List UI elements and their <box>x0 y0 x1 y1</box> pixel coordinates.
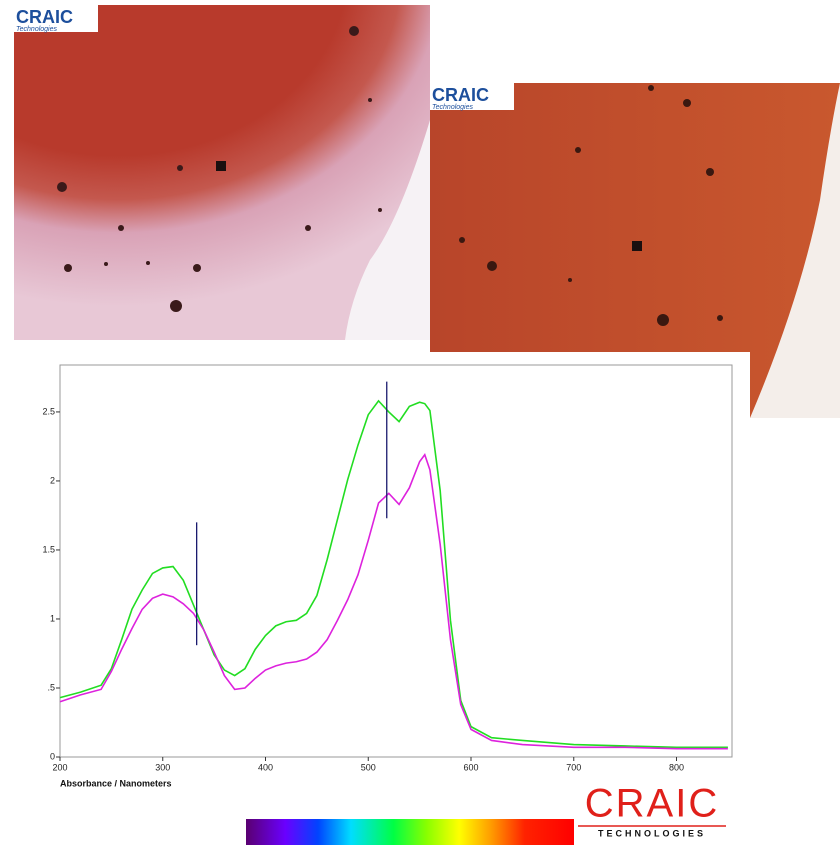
x-tick-label: 600 <box>463 762 478 772</box>
x-tick-label: 300 <box>155 762 170 772</box>
spectrum-bar <box>246 819 574 845</box>
y-tick-label: 2.5 <box>42 406 55 416</box>
logo-text: CRAIC <box>432 85 489 105</box>
y-tick-label: 0 <box>50 751 55 761</box>
x-tick-label: 500 <box>361 762 376 772</box>
brand-sub: TECHNOLOGIES <box>598 828 706 838</box>
logo-subtext: Technologies <box>16 26 57 33</box>
x-tick-label: 200 <box>52 762 67 772</box>
spectrum-line <box>59 453 728 750</box>
plot-frame <box>59 364 733 758</box>
logo-text: CRAIC <box>16 7 73 27</box>
x-tick-label: 700 <box>566 762 581 772</box>
y-tick-label: 1.5 <box>42 544 55 554</box>
y-tick-label: 1 <box>50 613 55 623</box>
y-tick-label: .5 <box>47 682 55 692</box>
micrograph-1: CRAIC Technologies <box>14 5 430 340</box>
x-tick-label: 800 <box>669 762 684 772</box>
x-tick-label: 400 <box>258 762 273 772</box>
brand-name: CRAIC <box>585 782 719 826</box>
x-axis-label: Absorbance / Nanometers <box>60 778 172 788</box>
logo-subtext: Technologies <box>432 104 473 111</box>
spectrum-line <box>59 399 728 749</box>
y-tick-label: 2 <box>50 475 55 485</box>
